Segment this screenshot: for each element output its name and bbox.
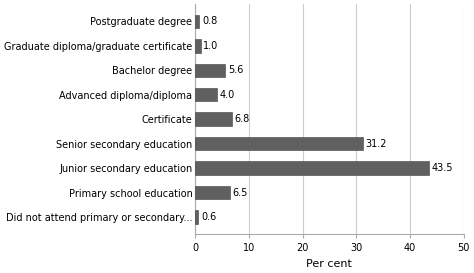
Text: 1.0: 1.0 <box>203 41 219 51</box>
Bar <box>195 161 429 175</box>
Bar <box>195 137 363 150</box>
Text: 6.8: 6.8 <box>234 114 250 124</box>
Bar <box>195 64 225 77</box>
Bar <box>195 39 201 52</box>
Text: 31.2: 31.2 <box>365 139 387 149</box>
Text: 4.0: 4.0 <box>219 90 235 100</box>
Text: 0.8: 0.8 <box>202 16 218 26</box>
X-axis label: Per cent: Per cent <box>307 259 352 269</box>
Bar <box>195 112 232 126</box>
Bar <box>195 88 217 102</box>
Text: 0.6: 0.6 <box>201 212 216 222</box>
Text: 5.6: 5.6 <box>228 65 243 75</box>
Bar <box>195 15 200 28</box>
Text: 43.5: 43.5 <box>431 163 453 173</box>
Text: 6.5: 6.5 <box>233 188 248 198</box>
Bar <box>195 210 199 224</box>
Bar <box>195 186 230 199</box>
